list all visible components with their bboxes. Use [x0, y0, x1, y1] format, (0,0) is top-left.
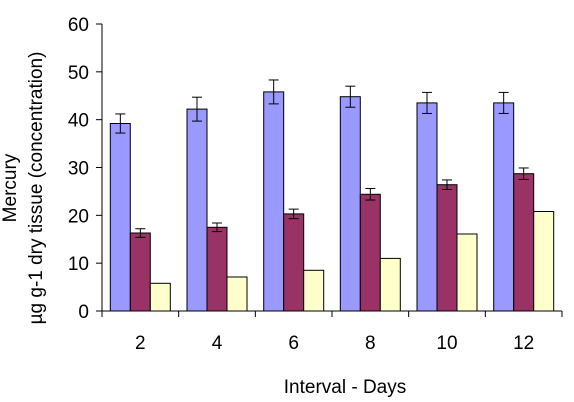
bar-s2-10	[436, 184, 458, 312]
y-axis: 0 10 20 30 40 50 60	[68, 15, 103, 323]
y-tick-label-10: 10	[68, 254, 89, 275]
y-tick-label-60: 60	[68, 15, 89, 36]
bar-s3-8	[379, 257, 401, 312]
bar-s3-6	[303, 269, 325, 312]
y-tick-label-50: 50	[68, 63, 89, 84]
bar-s2-8	[359, 193, 381, 312]
x-axis: 2 4 6 8 10 12	[101, 310, 563, 354]
bar-s1-10	[416, 102, 438, 312]
bar-s1-6	[263, 91, 285, 312]
bar-s1-2	[109, 123, 131, 312]
bar-s3-4	[226, 276, 248, 312]
bar-s2-2	[129, 232, 151, 312]
x-tick-label-8: 8	[365, 333, 376, 354]
y-axis-title: Mercury µg g-1 dry tissue (concentration…	[0, 52, 47, 325]
x-tick-label-10: 10	[436, 333, 457, 354]
plot-area	[109, 79, 555, 312]
bar-s1-4	[186, 108, 208, 312]
y-axis-title-line-1: Mercury	[0, 153, 21, 222]
y-axis-title-clip	[0, 0, 52, 17]
x-tick-label-4: 4	[212, 333, 223, 354]
bar-s1-12	[493, 102, 515, 312]
y-tick-label-40: 40	[68, 111, 89, 132]
bar-s2-4	[206, 226, 228, 312]
bar-s3-2	[149, 282, 171, 312]
y-tick-label-20: 20	[68, 206, 89, 227]
x-tick-label-12: 12	[513, 333, 534, 354]
bar-s2-6	[283, 213, 305, 312]
bar-s3-10	[456, 233, 478, 312]
x-axis-title: Interval - Days	[284, 377, 406, 398]
x-tick-label-6: 6	[288, 333, 299, 354]
bar-s1-8	[339, 96, 361, 312]
x-tick-label-2: 2	[135, 333, 146, 354]
y-tick-label-0: 0	[78, 302, 89, 323]
y-tick-label-30: 30	[68, 159, 89, 180]
bar-s2-12	[513, 173, 535, 312]
bar-s3-12	[533, 211, 555, 312]
y-axis-title-line-2: µg g-1 dry tissue (concentration)	[26, 52, 47, 325]
